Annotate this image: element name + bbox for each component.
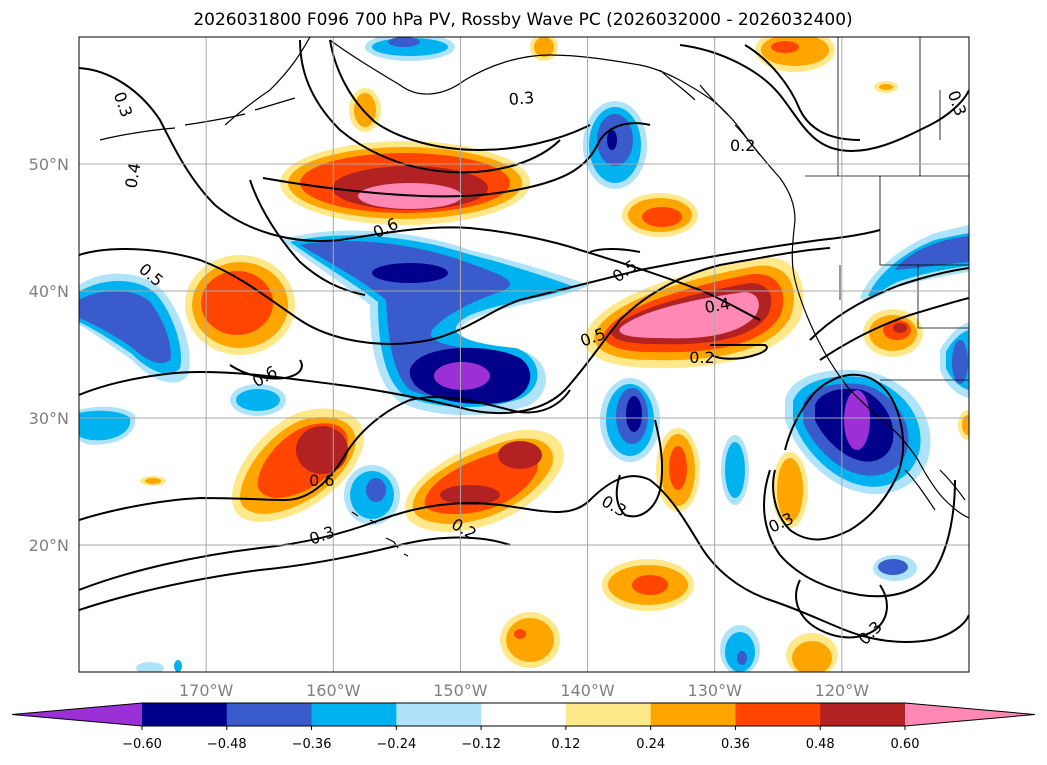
colorbar-tick-label: −0.36 xyxy=(292,737,332,752)
colorbar-tick-label: 0.12 xyxy=(551,737,580,752)
contour-label: 0.4 xyxy=(121,161,144,189)
us-state-borders xyxy=(839,176,969,381)
colorbar-tick-label: −0.24 xyxy=(376,737,416,752)
grid-lines xyxy=(79,37,969,672)
coastline-alaska-peninsula xyxy=(99,97,296,141)
colorbar-segment xyxy=(396,703,482,726)
negative-anomaly-central xyxy=(280,230,590,416)
coastline-gulf-of-california xyxy=(904,469,966,511)
colorbar-tick-label: 0.60 xyxy=(891,737,920,752)
contour-label: 0.6 xyxy=(309,471,334,490)
colorbar-segment xyxy=(565,703,652,726)
positive-anomaly-small-features xyxy=(140,37,969,672)
map-title: 2026031800 F096 700 hPa PV, Rossby Wave … xyxy=(193,10,852,30)
lon-tick-label: 130°W xyxy=(688,681,743,700)
lat-tick-label: 40°N xyxy=(29,282,69,301)
map-frame xyxy=(78,36,970,673)
lon-grid-lines xyxy=(205,37,843,672)
colorbar-segment xyxy=(226,703,313,726)
positive-anomaly-north xyxy=(280,141,530,225)
lon-tick-label: 160°W xyxy=(306,681,361,700)
colorbar-extend-low xyxy=(12,703,142,726)
colorbar-segment xyxy=(311,703,397,726)
positive-anomaly-central-east xyxy=(584,257,804,369)
colorbar-segment xyxy=(650,703,736,726)
colorbar-tick-label: −0.60 xyxy=(122,737,162,752)
colorbar-segment xyxy=(735,703,821,726)
coastline-alaska-panhandle xyxy=(659,69,761,156)
lon-tick-label: 140°W xyxy=(560,681,615,700)
lon-axis-labels: 170°W 160°W 150°W 140°W 130°W 120°W xyxy=(179,681,869,700)
map-panel: 0.30.40.30.20.30.60.50.50.40.50.20.60.60… xyxy=(78,36,970,673)
pv-anomaly-fill xyxy=(79,37,969,672)
lon-tick-label: 150°W xyxy=(433,681,488,700)
colorbar-segment xyxy=(820,703,906,726)
positive-anomaly-southwest xyxy=(231,408,364,522)
lat-axis-labels: 20°N 30°N 40°N 50°N xyxy=(29,155,69,555)
colorbar-tick-label: 0.48 xyxy=(806,737,835,752)
colorbar-tick-label: 0.36 xyxy=(721,737,750,752)
lat-grid-lines xyxy=(79,163,969,546)
colorbar-segment xyxy=(481,703,567,726)
negative-anomaly-west xyxy=(79,273,400,525)
colorbar-extend-high xyxy=(905,703,1035,726)
colorbar-segment xyxy=(142,703,228,726)
lat-tick-label: 50°N xyxy=(29,155,69,174)
positive-anomaly-west xyxy=(185,255,295,355)
positive-anomaly-south-central xyxy=(404,429,564,532)
contour-label: 0.2 xyxy=(689,348,714,367)
colorbar-tick-label: −0.12 xyxy=(461,737,501,752)
canada-province-borders xyxy=(837,37,941,176)
lat-tick-label: 30°N xyxy=(29,409,69,428)
hawaiian-islands xyxy=(351,511,409,557)
lon-tick-label: 120°W xyxy=(815,681,870,700)
colorbar-tick-label: −0.48 xyxy=(207,737,247,752)
lon-tick-label: 170°W xyxy=(179,681,234,700)
colorbar-tick-label: 0.24 xyxy=(636,737,665,752)
contour-label: 0.3 xyxy=(508,88,535,109)
lat-tick-label: 20°N xyxy=(29,536,69,555)
colorbar: −0.60 −0.48 −0.36 −0.24 −0.12 0.12 0.24 0.36 0.4… xyxy=(11,702,1036,752)
contour-label: 0.4 xyxy=(703,294,731,317)
contour-label: 0.2 xyxy=(730,136,755,155)
